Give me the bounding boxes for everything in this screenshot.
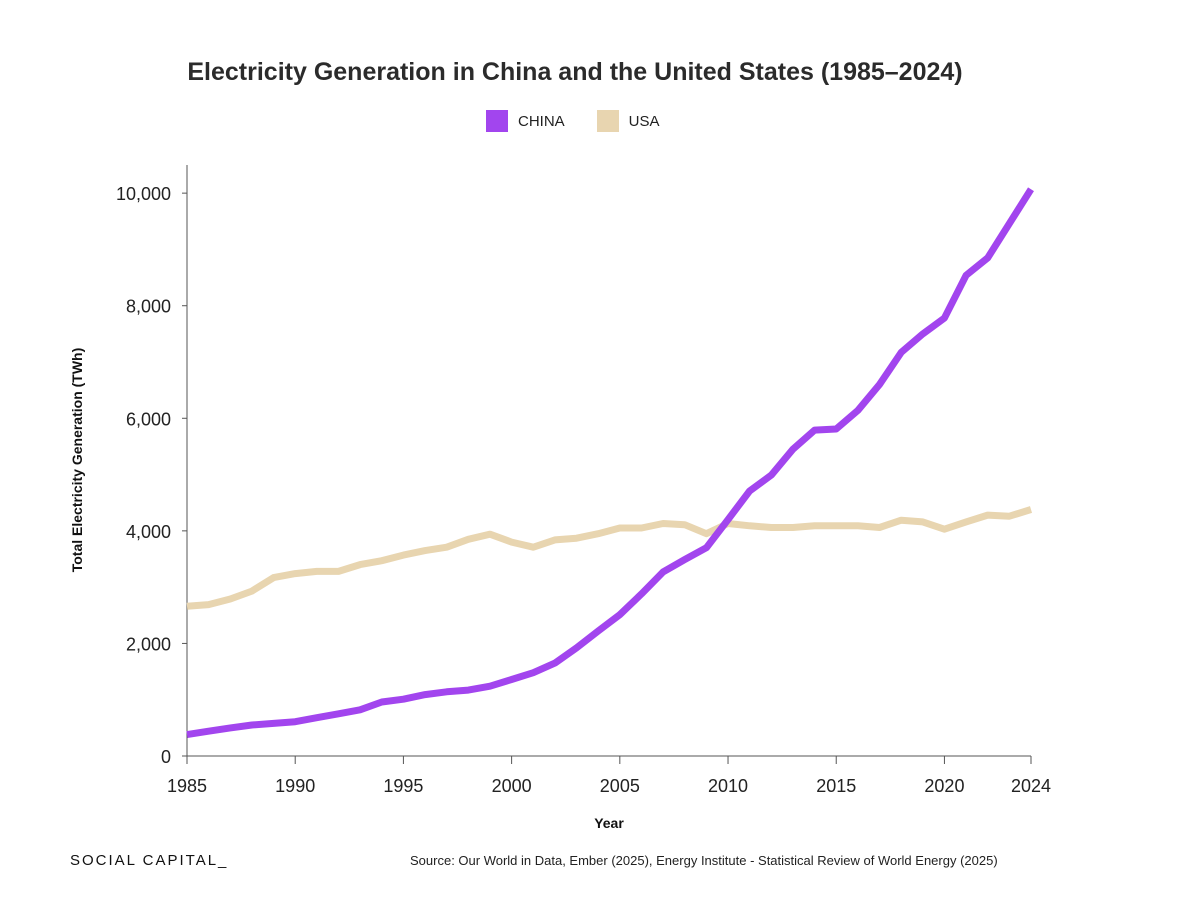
x-tick-label: 2015 [816, 776, 856, 796]
x-tick-label: 2024 [1011, 776, 1051, 796]
chart-title: Electricity Generation in China and the … [187, 58, 963, 86]
legend-item-china[interactable]: CHINA [486, 110, 565, 132]
x-tick-label: 2010 [708, 776, 748, 796]
y-tick-label: 0 [161, 747, 171, 767]
x-tick-label: 1990 [275, 776, 315, 796]
source-note: Source: Our World in Data, Ember (2025),… [410, 853, 998, 868]
y-tick-label: 6,000 [126, 409, 171, 429]
x-tick-label: 2000 [492, 776, 532, 796]
x-tick-label: 2020 [924, 776, 964, 796]
y-tick-label: 8,000 [126, 297, 171, 317]
y-axis-label: Total Electricity Generation (TWh) [69, 348, 85, 573]
y-tick-label: 4,000 [126, 522, 171, 542]
x-tick-label: 1985 [167, 776, 207, 796]
x-tick-label: 1995 [383, 776, 423, 796]
y-tick-label: 2,000 [126, 634, 171, 654]
legend-item-usa[interactable]: USA [596, 110, 660, 132]
legend: CHINA USA [486, 110, 692, 132]
series-line-usa [186, 506, 1033, 610]
legend-label-china: CHINA [518, 112, 565, 130]
y-tick-label: 10,000 [116, 184, 171, 204]
legend-swatch-china [486, 110, 508, 132]
series-line-china [186, 187, 1034, 739]
legend-swatch-usa [596, 110, 619, 132]
brand-logo-text: SOCIAL CAPITAL_ [70, 852, 229, 869]
x-axis-label: Year [594, 815, 624, 831]
x-tick-label: 2005 [600, 776, 640, 796]
legend-label-usa: USA [628, 112, 660, 130]
